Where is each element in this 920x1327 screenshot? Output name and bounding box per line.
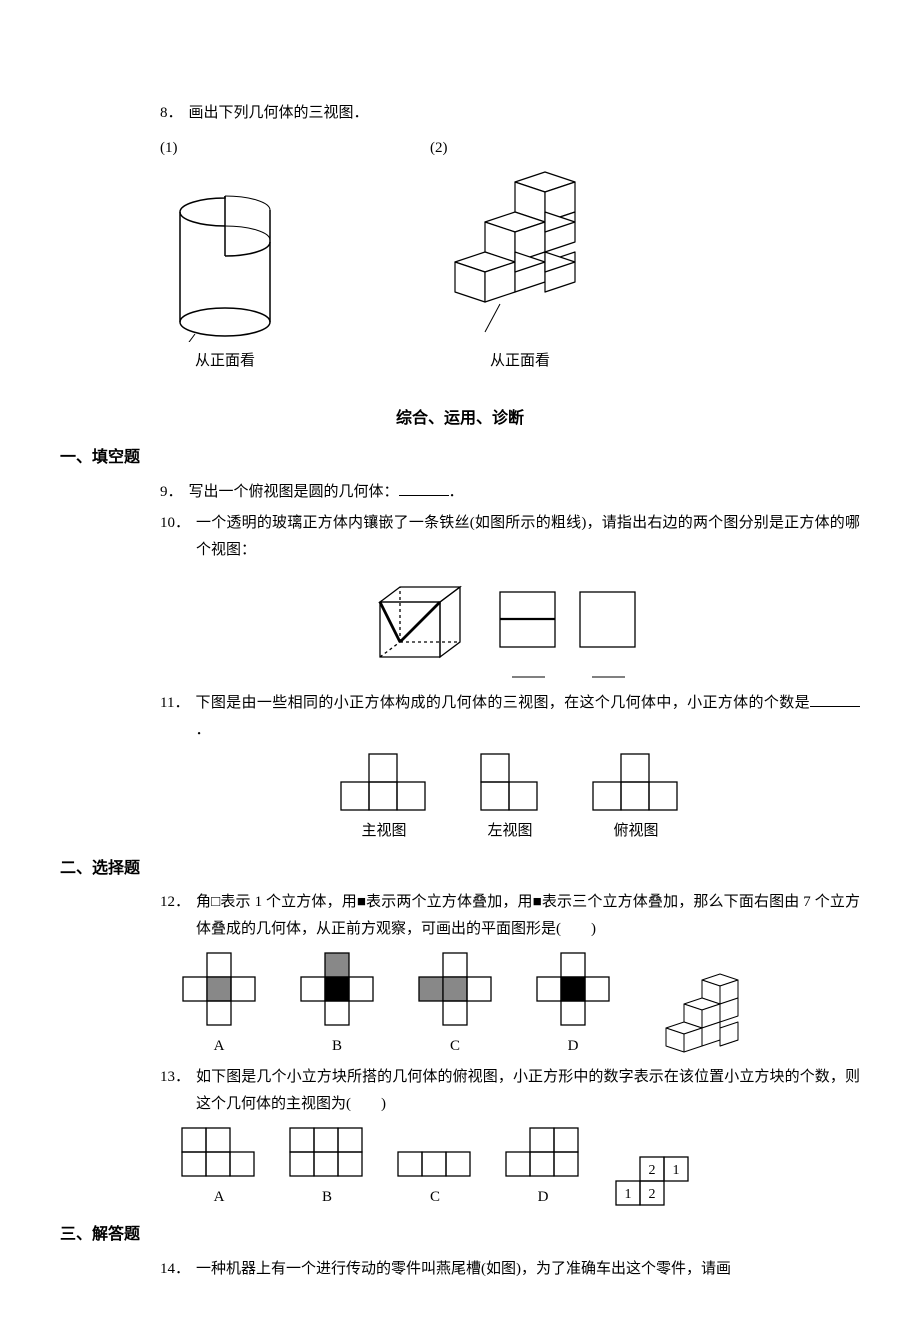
q11-blank <box>810 690 860 707</box>
q8-fig1-caption: 从正面看 <box>195 348 255 375</box>
q8: 8． 画出下列几何体的三视图． <box>160 100 860 127</box>
q11-view1-svg <box>339 752 429 814</box>
q11-views: 主视图 左视图 俯视图 <box>160 752 860 845</box>
q12-optD: D <box>534 951 612 1060</box>
q11: 11． 下图是由一些相同的小正方体构成的几何体的三视图，在这个几何体中，小正方体… <box>160 690 860 744</box>
q13-C-label: C <box>430 1184 440 1211</box>
q12-options: A B <box>180 951 860 1060</box>
q11-view3-svg <box>591 752 681 814</box>
q11-num: 11． <box>160 690 189 717</box>
q13-B-label: B <box>322 1184 332 1211</box>
q11-view2: 左视图 <box>479 752 541 845</box>
q13-D-label: D <box>538 1184 549 1211</box>
q11-text-a: 下图是由一些相同的小正方体构成的几何体的三视图，在这个几何体中，小正方体的个数是 <box>195 695 810 711</box>
q13-A-label: A <box>214 1184 225 1211</box>
q10: 10． 一个透明的玻璃正方体内镶嵌了一条铁丝(如图所示的粗线)，请指出右边的两个… <box>160 510 860 564</box>
q13-cell-bm: 2 <box>649 1187 656 1202</box>
section-title: 综合、运用、诊断 <box>60 405 860 434</box>
q14: 14． 一种机器上有一个进行传动的零件叫燕尾槽(如图)，为了准确车出这个零件，请… <box>160 1256 860 1283</box>
q13-optC: C <box>396 1126 474 1211</box>
q10-fig <box>160 572 860 682</box>
q13-num: 13． <box>160 1064 190 1091</box>
q12-optC: C <box>416 951 494 1060</box>
q12-num: 12． <box>160 889 190 916</box>
q14-text: 一种机器上有一个进行传动的零件叫燕尾槽(如图)，为了准确车出这个零件，请画 <box>196 1256 860 1283</box>
q13-D-svg <box>504 1126 582 1180</box>
q14-num: 14． <box>160 1256 190 1283</box>
q12-text: 角□表示 1 个立方体，用■表示两个立方体叠加，用■表示三个立方体叠加，那么下面… <box>196 889 860 943</box>
q10-svg <box>360 572 660 682</box>
q12-optA: A <box>180 951 258 1060</box>
q12-solid <box>652 970 762 1060</box>
q12-C-label: C <box>450 1033 460 1060</box>
q9-body: 写出一个俯视图是圆的几何体： ． <box>189 479 860 506</box>
q12-D-label: D <box>568 1033 579 1060</box>
q13-B-svg <box>288 1126 366 1180</box>
q12-A-svg <box>180 951 258 1029</box>
q9-text-a: 写出一个俯视图是圆的几何体： <box>189 484 399 500</box>
q11-view2-svg <box>479 752 541 814</box>
q12-A-label: A <box>214 1033 225 1060</box>
q12-B-svg <box>298 951 376 1029</box>
q11-view1: 主视图 <box>339 752 429 845</box>
q13-optB: B <box>288 1126 366 1211</box>
q9-num: 9． <box>160 479 183 506</box>
q13-cell-tr: 1 <box>673 1163 680 1178</box>
q8-fig1-col: (1) 从正面看 <box>160 135 290 375</box>
q8-sub2-label: (2) <box>430 135 448 162</box>
q8-figures: (1) 从正面看 (2) <box>160 135 860 375</box>
q8-fig2-caption: 从正面看 <box>490 348 550 375</box>
q9-text-b: ． <box>449 484 464 500</box>
q12: 12． 角□表示 1 个立方体，用■表示两个立方体叠加，用■表示三个立方体叠加，… <box>160 889 860 943</box>
q12-solid-svg <box>652 970 762 1060</box>
q10-num: 10． <box>160 510 190 537</box>
q11-body: 下图是由一些相同的小正方体构成的几何体的三视图，在这个几何体中，小正方体的个数是… <box>195 690 860 744</box>
q12-B-label: B <box>332 1033 342 1060</box>
sec2-head: 二、选择题 <box>60 855 860 884</box>
q8-fig1-svg <box>160 162 290 342</box>
q11-view3-label: 俯视图 <box>613 818 658 845</box>
q8-fig2-col: (2) <box>430 135 610 375</box>
q13-text: 如下图是几个小立方块所搭的几何体的俯视图，小正方形中的数字表示在该位置小立方块的… <box>196 1064 860 1118</box>
q13-topview-svg: 2 1 1 2 <box>612 1155 694 1211</box>
q9: 9． 写出一个俯视图是圆的几何体： ． <box>160 479 860 506</box>
q8-text: 画出下列几何体的三视图． <box>189 100 860 127</box>
q13: 13． 如下图是几个小立方块所搭的几何体的俯视图，小正方形中的数字表示在该位置小… <box>160 1064 860 1118</box>
q9-blank <box>399 479 449 496</box>
q13-optA: A <box>180 1126 258 1211</box>
q13-cell-bl: 1 <box>625 1187 632 1202</box>
q8-sub1-label: (1) <box>160 135 178 162</box>
q13-options: A B C <box>180 1126 860 1211</box>
q13-topview: 2 1 1 2 <box>612 1155 694 1211</box>
sec3-head: 三、解答题 <box>60 1221 860 1250</box>
sec1-head: 一、填空题 <box>60 444 860 473</box>
q12-C-svg <box>416 951 494 1029</box>
q11-text-b: ． <box>195 722 210 738</box>
q11-view1-label: 主视图 <box>361 818 406 845</box>
q11-view3: 俯视图 <box>591 752 681 845</box>
q13-C-svg <box>396 1126 474 1180</box>
q13-A-svg <box>180 1126 258 1180</box>
q10-text: 一个透明的玻璃正方体内镶嵌了一条铁丝(如图所示的粗线)，请指出右边的两个图分别是… <box>196 510 860 564</box>
q12-D-svg <box>534 951 612 1029</box>
q8-num: 8． <box>160 100 183 127</box>
q8-fig2-svg <box>430 162 610 342</box>
q11-view2-label: 左视图 <box>487 818 532 845</box>
q13-optD: D <box>504 1126 582 1211</box>
q13-cell-tl: 2 <box>649 1163 656 1178</box>
q12-optB: B <box>298 951 376 1060</box>
